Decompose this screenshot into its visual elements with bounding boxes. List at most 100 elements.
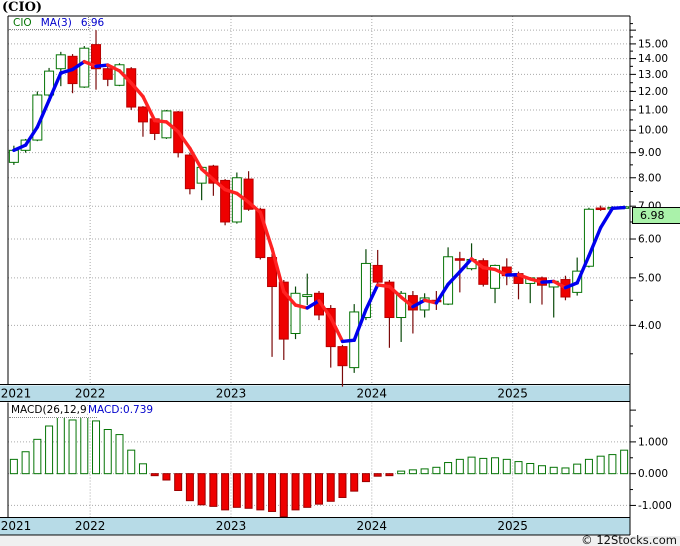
ma-segment bbox=[458, 257, 474, 274]
year-label: 2024 bbox=[357, 387, 388, 401]
price-tick-label: 9.00 bbox=[638, 147, 661, 159]
candle-down bbox=[478, 260, 489, 285]
ma-segment bbox=[141, 94, 157, 123]
candle-up bbox=[583, 208, 594, 267]
year-labels: 2021 2022 2023 2024 2025 2021 2022 2023 2024 2025 bbox=[1, 387, 528, 534]
ma-segment bbox=[188, 146, 204, 171]
page-title: (CIO) bbox=[2, 0, 43, 15]
candle-down bbox=[372, 264, 383, 283]
macd-bar bbox=[350, 473, 359, 492]
candle-up bbox=[79, 47, 90, 88]
candle-up bbox=[302, 294, 313, 298]
candle-up bbox=[55, 54, 66, 70]
ma-segment bbox=[199, 167, 216, 182]
price-tick-label: 4.00 bbox=[638, 320, 661, 332]
year-label: 2021 bbox=[1, 387, 32, 401]
macd-bar bbox=[232, 473, 241, 508]
macd-bar bbox=[338, 473, 347, 498]
candle-down bbox=[243, 178, 254, 210]
ma-segment bbox=[94, 63, 110, 69]
candle-down bbox=[384, 281, 395, 319]
ma-segment bbox=[117, 69, 133, 85]
year-label: 2024 bbox=[357, 519, 388, 533]
price-tick-label: 8.00 bbox=[638, 172, 661, 184]
candle-down bbox=[137, 106, 148, 123]
price-tick-label: 12.00 bbox=[638, 86, 668, 98]
ma-segment bbox=[129, 81, 145, 99]
macd-bar bbox=[174, 473, 183, 491]
candle-up bbox=[8, 149, 19, 163]
candle-down bbox=[454, 258, 465, 261]
ma-segment bbox=[23, 125, 40, 147]
macd-bar bbox=[584, 458, 593, 475]
year-label: 2025 bbox=[497, 519, 528, 533]
ma-segment bbox=[575, 254, 591, 285]
plot-frame bbox=[0, 15, 631, 536]
ma-segment bbox=[211, 177, 227, 192]
ma-segment bbox=[399, 295, 415, 309]
macd-bars bbox=[9, 415, 629, 518]
macd-bar bbox=[197, 473, 206, 506]
ma-segment bbox=[552, 279, 568, 290]
candle-up bbox=[44, 70, 55, 96]
macd-bar bbox=[9, 458, 18, 475]
macd-tick-label: 1.000 bbox=[638, 436, 668, 448]
ma-segment bbox=[164, 120, 180, 134]
macd-axis: 1.000 0.000 -1.000 bbox=[630, 409, 672, 512]
macd-bar bbox=[526, 462, 535, 475]
ma-segment bbox=[258, 210, 274, 251]
ma-segment bbox=[59, 67, 75, 75]
macd-bar bbox=[537, 465, 546, 475]
year-label: 2025 bbox=[497, 387, 528, 401]
year-label: 2023 bbox=[216, 519, 247, 533]
ma-segment bbox=[598, 206, 615, 230]
macd-bar bbox=[420, 468, 429, 475]
macd-bar bbox=[326, 473, 335, 502]
ma-segment bbox=[469, 257, 486, 270]
candle-down bbox=[267, 257, 278, 288]
macd-bar bbox=[33, 438, 42, 475]
candle-down bbox=[337, 346, 348, 367]
macd-bar bbox=[138, 463, 147, 475]
macd-bar bbox=[561, 467, 570, 475]
macd-bar bbox=[385, 473, 394, 477]
price-tick-label: 14.00 bbox=[638, 53, 668, 65]
year-bands bbox=[0, 385, 680, 546]
macd-bar bbox=[256, 473, 265, 511]
ma-segment bbox=[387, 284, 403, 299]
macd-bar bbox=[361, 473, 370, 483]
legend-ma-value: 6.96 bbox=[80, 17, 105, 29]
macd-bar bbox=[150, 473, 159, 477]
macd-bar bbox=[209, 473, 218, 507]
price-tick-label: 11.00 bbox=[638, 104, 668, 116]
ma-segment bbox=[375, 283, 392, 289]
macd-bar bbox=[408, 469, 417, 475]
macd-bar bbox=[573, 463, 582, 475]
macd-bar bbox=[185, 473, 194, 502]
ma-segment bbox=[446, 270, 462, 287]
ma-segment bbox=[422, 298, 439, 305]
candle-up bbox=[490, 264, 501, 289]
price-tick-label: 15.00 bbox=[638, 38, 668, 50]
watermark-link[interactable]: © 12Stocks.com bbox=[581, 533, 677, 546]
main-chart-legend: CIO MA(3) 6.96 bbox=[9, 17, 104, 30]
macd-bar bbox=[608, 454, 617, 475]
macd-bar bbox=[268, 473, 277, 512]
candle-down bbox=[595, 207, 606, 211]
price-tick-label: 5.00 bbox=[638, 272, 661, 284]
year-label: 2023 bbox=[216, 387, 247, 401]
macd-bar bbox=[162, 473, 171, 481]
price-tick-label: 6.00 bbox=[638, 234, 661, 246]
candle-down bbox=[184, 154, 195, 190]
ma-line bbox=[12, 59, 626, 344]
ma-segment bbox=[540, 279, 556, 284]
ma-segment bbox=[235, 191, 251, 204]
macd-bar bbox=[514, 461, 523, 475]
macd-bar bbox=[115, 434, 124, 475]
ma-segment bbox=[47, 71, 63, 102]
ma-segment bbox=[587, 225, 603, 258]
price-axis: 4.005.006.007.008.009.0010.0011.0012.001… bbox=[630, 23, 668, 355]
legend-symbol: CIO bbox=[13, 17, 32, 29]
price-tick-label: 13.00 bbox=[638, 69, 668, 81]
